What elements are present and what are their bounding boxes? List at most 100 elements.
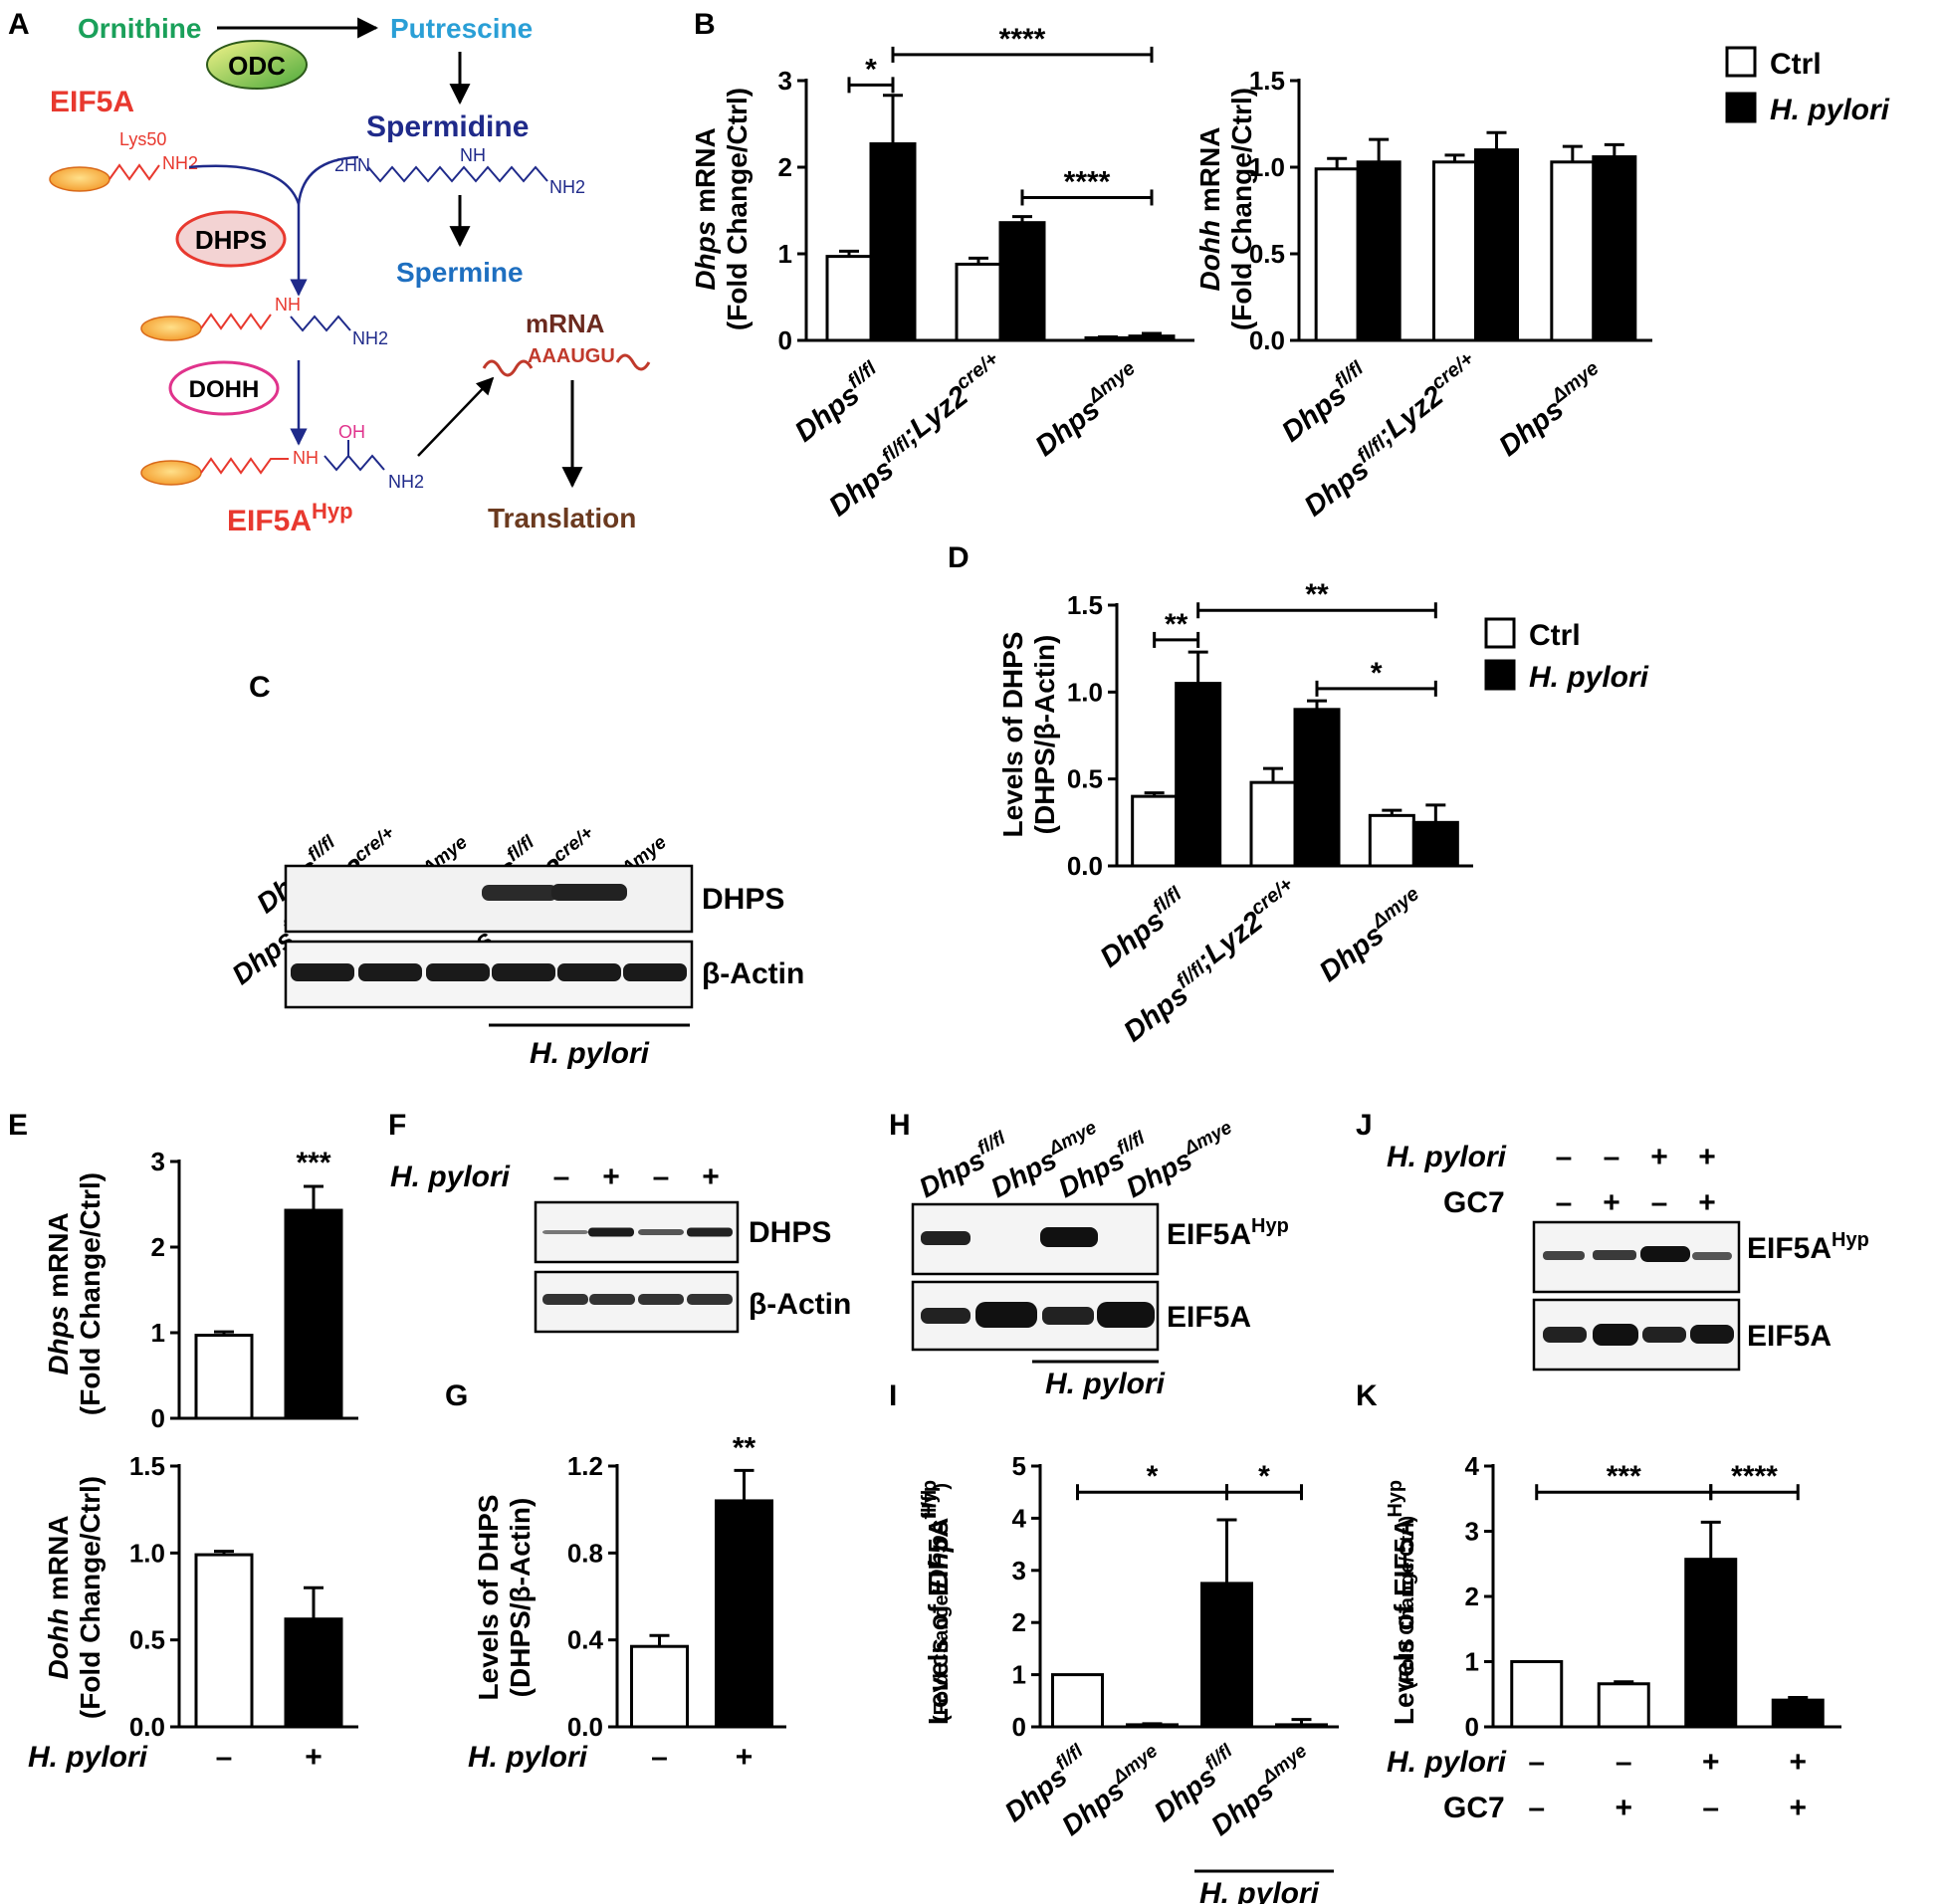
deoxyhypusine-nh2: NH2	[352, 328, 388, 348]
bar-B-right-2-1	[1592, 155, 1637, 342]
ytick-label-K-0: 0	[1465, 1712, 1479, 1742]
deoxyhypusine-chain-red	[200, 313, 272, 330]
panel-c-blot: Dhpsfl/flDhpsfl/fl;Lyz2cre/+DhpsΔmyeDhps…	[226, 822, 804, 1070]
legend-d-ctrl-swatch	[1484, 617, 1516, 649]
bar-B-left-1-0	[955, 262, 1002, 342]
legend-d-hp-swatch	[1484, 659, 1516, 691]
legend-d-ctrl: Ctrl	[1529, 619, 1581, 652]
ornithine-label: Ornithine	[78, 13, 201, 44]
bar-G-1	[715, 1499, 773, 1729]
bar-D-1-1	[1293, 708, 1341, 868]
sigtext-I-1: *	[1258, 1460, 1270, 1493]
legend-d: Ctrl H. pylori	[1484, 617, 1649, 694]
legend-b-ctrl: Ctrl	[1770, 48, 1822, 81]
bar-E-bottom-0	[194, 1553, 254, 1729]
spermidine-chain	[367, 165, 548, 183]
ytick-label-G-3: 1.2	[567, 1451, 603, 1481]
xtick-label-G-0: –	[651, 1741, 668, 1774]
legend-b: Ctrl H. pylori	[1725, 46, 1890, 126]
mrna-arrow	[417, 376, 495, 457]
h-hyp-band-1	[921, 1231, 970, 1245]
ytick-label-E-bottom-3: 1.5	[129, 1451, 165, 1481]
chart-B-right: 0.0 0.5 1.0 1.5 Dhpsfl/flDhpsfl/fl;Lyz2cre/+…	[1194, 66, 1652, 523]
xtick-label-E-bottom-0: –	[216, 1741, 233, 1774]
f-dhps-band-3	[687, 1227, 733, 1237]
sigtext-D-1: **	[1305, 578, 1329, 611]
bar-E-top-1	[284, 1208, 343, 1420]
j-signs: – – + +– + – +	[1556, 1141, 1716, 1219]
chart-E-bottom: 0.0 0.5 1.0 1.5 – + Dohh mRNA(Fold Change/Ctrl…	[28, 1451, 358, 1774]
hypusine-nh: NH	[293, 448, 319, 468]
xlabel-B-left-0: Dhpsfl/fl	[786, 357, 889, 449]
ylabel-E-top: Dhps mRNA(Fold Change/Ctrl)	[43, 1172, 106, 1415]
j-sign2-1: +	[1603, 1186, 1620, 1219]
panel-f-blot: H. pylori – + – + DHPS β-Actin	[390, 1161, 851, 1334]
bar-B-left-1-1	[998, 221, 1046, 342]
lys50-chain	[108, 163, 160, 181]
c-actin-band-5	[623, 963, 687, 981]
ylabel-D: Levels of DHPS(DHPS/β-Actin)	[997, 632, 1060, 838]
f-actin-bands	[542, 1294, 733, 1305]
h-group-label: H. pylori	[1045, 1368, 1166, 1400]
f-actin-band-0	[542, 1294, 588, 1305]
j-sign1-0: –	[1556, 1141, 1573, 1173]
chart-D: 0.0 0.5 1.0 1.5 Dhpsfl/flDhpsfl/fl;Lyz2cre/+…	[997, 578, 1473, 1048]
f-actin-band-1	[589, 1294, 635, 1305]
eif5a-protein-1	[49, 166, 110, 192]
xlabel-D-1: Dhpsfl/fl;Lyz2cre/+	[1108, 873, 1313, 1048]
bar-E-bottom-1	[284, 1617, 343, 1729]
spermidine-label: Spermidine	[366, 110, 529, 143]
bar-K-0	[1510, 1660, 1564, 1729]
bar-B-right-1-1	[1474, 148, 1519, 342]
ytick-label-G-1: 0.4	[567, 1625, 604, 1655]
j-row1-label: H. pylori	[1387, 1141, 1507, 1173]
j-sign2-3: +	[1698, 1186, 1716, 1219]
odc-label: ODC	[228, 51, 286, 81]
dohh-label: DOHH	[189, 376, 260, 403]
ytick-label-K-4: 4	[1465, 1451, 1480, 1481]
f-signs: – + – +	[553, 1161, 720, 1193]
ytick-label-I-3: 3	[1012, 1556, 1026, 1586]
lys50-label: Lys50	[119, 129, 166, 149]
h-eif5a-label: EIF5A	[1167, 1301, 1251, 1334]
f-dhps-band-0	[542, 1230, 588, 1234]
c-group-label: H. pylori	[530, 1037, 650, 1070]
sigtext-B-left-2: ****	[1064, 165, 1111, 198]
j-hyp-label: EIF5AHyp	[1747, 1229, 1869, 1265]
ytick-label-D-3: 1.5	[1067, 590, 1103, 620]
ylabel-B-right: Dohh mRNA(Fold Change/Ctrl)	[1194, 88, 1257, 330]
ytick-label-K-1: 1	[1465, 1647, 1479, 1677]
row-sign-K-0-0: –	[1528, 1746, 1545, 1779]
j-hyp-band-3	[1640, 1246, 1690, 1262]
dohh-enzyme	[168, 360, 280, 416]
spermidine-nh: NH	[460, 145, 486, 165]
eif5a-protein-3	[140, 460, 202, 486]
bar-I-0	[1051, 1673, 1104, 1729]
k-row1-label: H. pylori	[1387, 1746, 1507, 1779]
xlabel-D-2: DhpsΔmye	[1311, 883, 1431, 988]
f-dhps-label: DHPS	[749, 1216, 831, 1249]
bar-D-1-0	[1249, 780, 1297, 868]
xlabel-B-right-2: DhpsΔmye	[1491, 357, 1612, 463]
ytick-label-E-bottom-0: 0.0	[129, 1712, 165, 1742]
j-sign1-2: +	[1650, 1141, 1668, 1173]
bar-B-left-0-0	[825, 255, 873, 342]
ytick-label-G-2: 0.8	[567, 1538, 603, 1568]
eif5a-hyp-label: EIF5AHyp	[227, 499, 353, 537]
ytick-label-K-3: 3	[1465, 1517, 1479, 1547]
bar-B-right-2-0	[1550, 160, 1596, 342]
row-sign-K-1-2: –	[1702, 1792, 1719, 1824]
xlabel-B-right-0: Dhpsfl/fl	[1274, 357, 1377, 449]
ytick-label-E-top-0: 0	[151, 1403, 165, 1433]
j-sign1-1: –	[1604, 1141, 1620, 1173]
c-actin-band-1	[358, 963, 422, 981]
c-actin-band-0	[291, 963, 354, 981]
bar-K-2	[1684, 1558, 1738, 1729]
sigtext-E-top-0: ***	[296, 1147, 330, 1179]
legend-b-ctrl-swatch	[1725, 46, 1757, 78]
bar-K-3	[1771, 1698, 1825, 1729]
xtick-label-G-1: +	[736, 1741, 754, 1774]
ytick-label-I-5: 5	[1012, 1451, 1026, 1481]
